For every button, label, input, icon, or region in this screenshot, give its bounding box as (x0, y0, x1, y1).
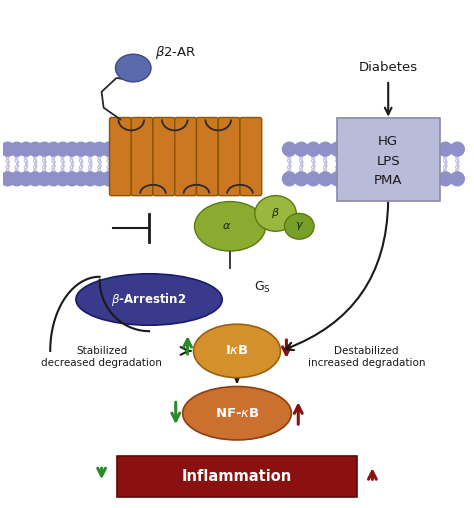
Circle shape (414, 172, 428, 186)
Ellipse shape (76, 274, 222, 325)
Circle shape (402, 142, 416, 156)
Text: PMA: PMA (374, 174, 402, 187)
Circle shape (83, 172, 97, 186)
Circle shape (1, 142, 15, 156)
Circle shape (450, 172, 465, 186)
Ellipse shape (116, 54, 151, 82)
Circle shape (414, 142, 428, 156)
Circle shape (402, 172, 416, 186)
Ellipse shape (194, 202, 265, 251)
Circle shape (46, 172, 61, 186)
Circle shape (438, 172, 452, 186)
FancyBboxPatch shape (337, 117, 439, 201)
Circle shape (319, 142, 332, 156)
FancyBboxPatch shape (118, 456, 356, 497)
Circle shape (283, 142, 296, 156)
Circle shape (378, 172, 392, 186)
Circle shape (450, 142, 465, 156)
Circle shape (427, 142, 440, 156)
FancyBboxPatch shape (197, 117, 218, 196)
Circle shape (92, 172, 106, 186)
Circle shape (28, 142, 42, 156)
Circle shape (56, 172, 70, 186)
Text: Inflammation: Inflammation (182, 469, 292, 484)
Circle shape (438, 142, 452, 156)
Circle shape (74, 142, 88, 156)
Circle shape (65, 172, 79, 186)
Circle shape (319, 172, 332, 186)
Ellipse shape (255, 196, 296, 231)
Text: $\beta$-Arrestin2: $\beta$-Arrestin2 (111, 291, 187, 308)
Circle shape (307, 172, 320, 186)
Circle shape (74, 172, 88, 186)
Text: NF-$\kappa$B: NF-$\kappa$B (215, 407, 259, 420)
Circle shape (65, 142, 79, 156)
Ellipse shape (284, 213, 314, 239)
Circle shape (28, 172, 42, 186)
Circle shape (355, 172, 368, 186)
Ellipse shape (182, 387, 292, 440)
Circle shape (342, 172, 356, 186)
Circle shape (111, 142, 125, 156)
Text: Stabilized
decreased degradation: Stabilized decreased degradation (41, 346, 162, 368)
FancyBboxPatch shape (240, 117, 262, 196)
Text: $\beta$2-AR: $\beta$2-AR (155, 44, 197, 61)
Circle shape (92, 142, 106, 156)
Text: LPS: LPS (376, 154, 400, 168)
FancyBboxPatch shape (109, 117, 131, 196)
Ellipse shape (193, 324, 281, 377)
Circle shape (366, 142, 380, 156)
Circle shape (294, 142, 308, 156)
Circle shape (330, 142, 344, 156)
Circle shape (355, 142, 368, 156)
FancyBboxPatch shape (131, 117, 153, 196)
Circle shape (283, 172, 296, 186)
FancyBboxPatch shape (218, 117, 240, 196)
Text: Diabetes: Diabetes (359, 61, 418, 74)
Circle shape (120, 172, 134, 186)
Text: $\beta$: $\beta$ (271, 206, 280, 220)
Circle shape (19, 172, 33, 186)
Circle shape (342, 142, 356, 156)
Circle shape (37, 172, 51, 186)
Circle shape (391, 172, 404, 186)
Circle shape (1, 172, 15, 186)
Circle shape (307, 142, 320, 156)
Circle shape (378, 142, 392, 156)
Text: $\alpha$: $\alpha$ (221, 221, 231, 231)
Circle shape (330, 172, 344, 186)
Text: Destabilized
increased degradation: Destabilized increased degradation (308, 346, 425, 368)
Text: G$_{\rm S}$: G$_{\rm S}$ (254, 280, 271, 295)
Circle shape (427, 172, 440, 186)
FancyBboxPatch shape (153, 117, 175, 196)
Circle shape (19, 142, 33, 156)
Circle shape (102, 142, 116, 156)
Circle shape (10, 142, 24, 156)
FancyBboxPatch shape (175, 117, 197, 196)
Circle shape (46, 142, 61, 156)
Circle shape (56, 142, 70, 156)
Circle shape (102, 172, 116, 186)
Circle shape (366, 172, 380, 186)
Circle shape (111, 172, 125, 186)
Circle shape (391, 142, 404, 156)
Circle shape (294, 172, 308, 186)
Circle shape (37, 142, 51, 156)
Circle shape (83, 142, 97, 156)
Text: HG: HG (378, 135, 398, 148)
Text: $\gamma$: $\gamma$ (295, 220, 304, 232)
Text: I$\kappa$B: I$\kappa$B (225, 344, 249, 358)
Circle shape (10, 172, 24, 186)
Circle shape (120, 142, 134, 156)
